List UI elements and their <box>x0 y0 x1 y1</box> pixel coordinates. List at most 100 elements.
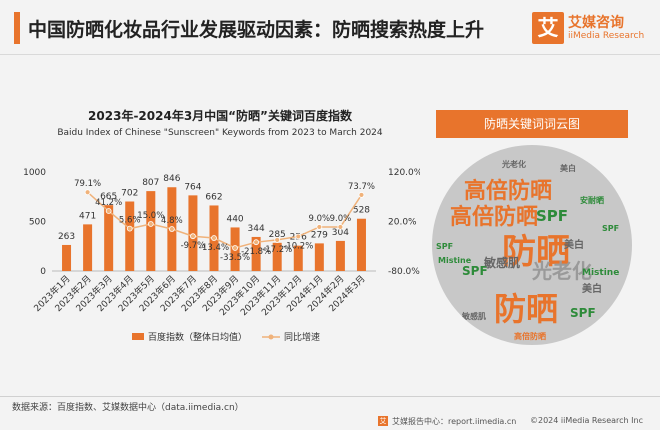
wordcloud-word: 美白 <box>560 164 576 173</box>
yoy-growth-point <box>232 245 238 251</box>
chart-subtitle: Baidu Index of Chinese "Sunscreen" Keywo… <box>57 128 383 138</box>
y-right-tick-label: 120.0% <box>388 168 420 178</box>
wordcloud-word: 光老化 <box>502 160 526 169</box>
wordcloud-header: 防晒关键词词云图 <box>436 110 628 138</box>
yoy-growth-label: 5.6% <box>119 216 141 226</box>
header-divider <box>0 54 660 55</box>
yoy-growth-label: -33.5% <box>220 253 250 263</box>
yoy-growth-point <box>105 208 112 214</box>
bar-value-label: 528 <box>353 206 370 216</box>
y-left-tick-label: 500 <box>29 218 46 228</box>
wordcloud-word: SPF <box>602 224 620 233</box>
yoy-growth-point <box>337 224 344 230</box>
yoy-growth-point <box>147 221 154 227</box>
wordcloud-word: 高倍防晒 <box>464 179 553 204</box>
wordcloud-word: Mistine <box>582 268 620 278</box>
bar <box>335 240 345 271</box>
page-title: 中国防晒化妆品行业发展驱动因素：防晒搜索热度上升 <box>28 19 485 41</box>
bar <box>251 236 261 271</box>
wordcloud-word: 光老化 <box>532 259 592 283</box>
bar <box>293 245 303 271</box>
bar <box>272 242 282 271</box>
legend-line-marker <box>268 334 274 340</box>
legend-line-label: 同比增速 <box>284 331 320 343</box>
wordcloud-word: 防晒 <box>502 232 570 272</box>
wordcloud-word: 美白 <box>564 240 584 251</box>
yoy-growth-label: -9.7% <box>181 241 206 251</box>
yoy-growth-label: -21.8% <box>241 247 271 257</box>
yoy-growth-point <box>190 233 196 240</box>
copyright: ©2024 iiMedia Research Inc <box>530 416 643 425</box>
wordcloud-word: 高倍防晒 <box>450 205 539 230</box>
bar <box>125 201 135 271</box>
bar <box>356 218 366 271</box>
bar-value-label: 279 <box>311 230 328 240</box>
yoy-growth-point <box>211 235 217 241</box>
bar-value-label: 344 <box>248 224 265 234</box>
wordcloud-word: 敏感肌 <box>462 312 486 321</box>
wordcloud-word: 敏感肌 <box>484 256 521 270</box>
bar-value-label: 665 <box>100 192 117 202</box>
yoy-growth-label: -17.2% <box>262 245 292 255</box>
data-source: 数据来源：百度指数、艾媒数据中心（data.iimedia.cn） <box>12 403 244 413</box>
title-accent-bar <box>14 12 20 44</box>
yoy-growth-label: 9.0% <box>309 214 331 224</box>
wordcloud-word: 安耐晒 <box>580 196 604 205</box>
bar <box>104 205 114 271</box>
y-right-tick-label: 20.0% <box>388 218 417 228</box>
bar <box>146 191 156 271</box>
yoy-growth-point <box>358 192 365 198</box>
y-right-tick-label: -80.0% <box>388 267 420 277</box>
yoy-growth-label: -10.2% <box>283 241 313 251</box>
brand-name-en: iiMedia Research <box>568 31 645 41</box>
yoy-growth-label: 41.2% <box>95 198 122 208</box>
brand-logo-icon: 艾 <box>532 12 564 44</box>
yoy-growth-label: 79.1% <box>74 179 101 189</box>
yoy-growth-point <box>84 189 91 196</box>
wordcloud-word: Mistine <box>438 256 472 265</box>
brand-name-cn: 艾媒咨询 <box>568 15 624 31</box>
bar-value-label: 471 <box>79 211 96 221</box>
yoy-growth-point <box>253 239 260 246</box>
bar-value-label: 440 <box>226 214 243 224</box>
bar-value-label: 764 <box>184 182 201 192</box>
wordcloud-word: 防晒 <box>494 290 559 328</box>
wordcloud-word: SPF <box>570 306 596 320</box>
chart-title: 2023年-2024年3月中国“防晒”关键词百度指数 <box>88 109 352 123</box>
yoy-growth-label: 73.7% <box>348 182 375 192</box>
yoy-growth-label: 15.0% <box>137 211 164 221</box>
bar-value-label: 304 <box>332 228 349 238</box>
legend-bar-label: 百度指数（整体日均值） <box>148 331 247 343</box>
yoy-growth-point <box>274 237 281 243</box>
yoy-growth-point <box>295 233 302 240</box>
yoy-growth-label: 4.8% <box>161 216 183 226</box>
yoy-growth-label: 9.0% <box>330 214 352 224</box>
y-left-tick-label: 0 <box>40 267 46 277</box>
wordcloud-word: 美白 <box>582 284 602 295</box>
yoy-growth-label: -13.4% <box>199 243 229 253</box>
bar-value-label: 285 <box>269 230 286 240</box>
yoy-growth-point <box>168 226 175 232</box>
wordcloud-word: SPF <box>436 242 454 251</box>
bar-value-label: 263 <box>58 232 75 242</box>
keyword-wordcloud: 防晒 防晒 高倍防晒 高倍防晒 光老化 SPF SPF SPF 敏感肌 美白 美白 Mistine Mi… <box>432 145 632 345</box>
bar <box>62 244 72 271</box>
wordcloud-word: 高倍防晒 <box>514 332 546 341</box>
wordcloud-word: SPF <box>462 264 488 278</box>
report-center-link[interactable]: 艾媒报告中心：report.iimedia.cn <box>392 417 517 426</box>
yoy-growth-point <box>126 225 133 232</box>
bar <box>188 195 198 271</box>
bar <box>83 224 93 271</box>
legend-bar-swatch <box>132 333 144 340</box>
bar-value-label: 807 <box>142 178 159 188</box>
y-left-tick-label: 1000 <box>23 168 46 178</box>
bar-value-label: 702 <box>121 189 138 199</box>
bar-value-label: 846 <box>163 174 180 184</box>
yoy-growth-point <box>316 224 323 230</box>
bar <box>314 243 324 271</box>
wordcloud-word: SPF <box>536 207 569 225</box>
footer-logo-icon: 艾 <box>378 416 388 426</box>
footer-divider <box>0 396 660 397</box>
yoy-growth-line <box>87 191 363 249</box>
baidu-index-chart: 0 500 1000 -80.0% 20.0% 120.0% 263 471 665 702 807… <box>23 168 420 343</box>
